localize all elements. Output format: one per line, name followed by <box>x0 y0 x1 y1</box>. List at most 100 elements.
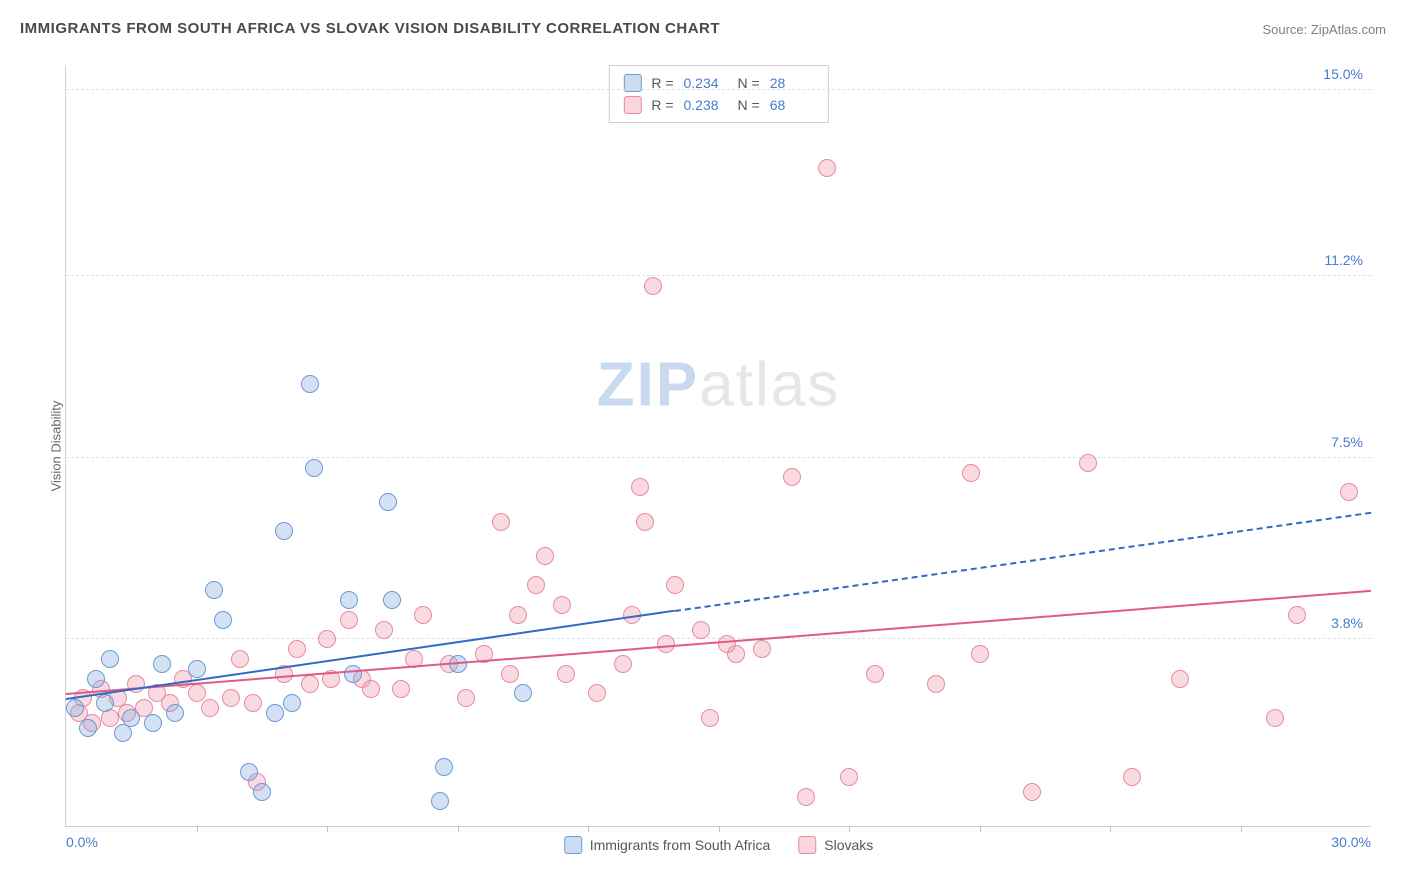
scatter-point-blue <box>514 684 532 702</box>
trend-line-blue-dashed <box>675 512 1371 612</box>
scatter-point-pink <box>340 611 358 629</box>
scatter-point-pink <box>414 606 432 624</box>
scatter-point-blue <box>340 591 358 609</box>
scatter-point-pink <box>231 650 249 668</box>
swatch-blue-icon <box>564 836 582 854</box>
stats-row-pink: R = 0.238 N = 68 <box>623 94 813 116</box>
n-value: 68 <box>770 97 814 113</box>
scatter-point-blue <box>301 375 319 393</box>
r-label: R = <box>651 97 673 113</box>
watermark-zip: ZIP <box>597 350 699 419</box>
scatter-point-pink <box>1171 670 1189 688</box>
scatter-point-blue <box>266 704 284 722</box>
chart-container: IMMIGRANTS FROM SOUTH AFRICA VS SLOVAK V… <box>20 20 1386 872</box>
n-label: N = <box>738 97 760 113</box>
x-tick <box>197 826 198 832</box>
scatter-point-blue <box>275 522 293 540</box>
scatter-point-pink <box>818 159 836 177</box>
scatter-point-blue <box>253 783 271 801</box>
series-item-pink: Slovaks <box>798 836 873 854</box>
scatter-point-pink <box>457 689 475 707</box>
scatter-point-blue <box>205 581 223 599</box>
scatter-point-pink <box>222 689 240 707</box>
scatter-point-blue <box>283 694 301 712</box>
scatter-point-pink <box>553 596 571 614</box>
scatter-point-blue <box>435 758 453 776</box>
x-tick <box>458 826 459 832</box>
scatter-point-blue <box>87 670 105 688</box>
scatter-point-blue <box>96 694 114 712</box>
scatter-point-pink <box>1288 606 1306 624</box>
x-tick <box>588 826 589 832</box>
swatch-pink-icon <box>798 836 816 854</box>
x-axis-end-label: 30.0% <box>1331 834 1371 850</box>
swatch-pink-icon <box>623 96 641 114</box>
scatter-point-pink <box>288 640 306 658</box>
scatter-point-blue <box>214 611 232 629</box>
x-tick <box>849 826 850 832</box>
y-tick-label: 15.0% <box>1323 66 1363 82</box>
scatter-point-blue <box>344 665 362 683</box>
scatter-point-blue <box>240 763 258 781</box>
watermark-atlas: atlas <box>699 350 840 419</box>
x-tick <box>327 826 328 832</box>
scatter-point-pink <box>509 606 527 624</box>
y-tick-label: 3.8% <box>1331 615 1363 631</box>
scatter-point-blue <box>153 655 171 673</box>
scatter-point-pink <box>692 621 710 639</box>
scatter-point-blue <box>431 792 449 810</box>
series-legend: Immigrants from South Africa Slovaks <box>564 836 874 854</box>
scatter-point-blue <box>144 714 162 732</box>
scatter-point-blue <box>305 459 323 477</box>
scatter-point-pink <box>1023 783 1041 801</box>
scatter-point-pink <box>1266 709 1284 727</box>
scatter-point-pink <box>492 513 510 531</box>
source-label: Source: ZipAtlas.com <box>1262 22 1386 37</box>
plot-area: Vision Disability ZIPatlas R = 0.234 N =… <box>65 65 1371 827</box>
series-label: Immigrants from South Africa <box>590 837 771 853</box>
series-item-blue: Immigrants from South Africa <box>564 836 771 854</box>
x-tick <box>980 826 981 832</box>
scatter-point-pink <box>1340 483 1358 501</box>
x-tick <box>719 826 720 832</box>
scatter-point-pink <box>557 665 575 683</box>
scatter-point-pink <box>1123 768 1141 786</box>
scatter-point-pink <box>927 675 945 693</box>
scatter-point-pink <box>188 684 206 702</box>
scatter-point-pink <box>840 768 858 786</box>
scatter-point-pink <box>783 468 801 486</box>
grid-line <box>66 457 1371 458</box>
scatter-point-pink <box>201 699 219 717</box>
series-label: Slovaks <box>824 837 873 853</box>
scatter-point-pink <box>636 513 654 531</box>
scatter-point-pink <box>501 665 519 683</box>
x-tick <box>1241 826 1242 832</box>
y-tick-label: 7.5% <box>1331 434 1363 450</box>
scatter-point-blue <box>379 493 397 511</box>
scatter-point-blue <box>66 699 84 717</box>
scatter-point-pink <box>536 547 554 565</box>
scatter-point-pink <box>527 576 545 594</box>
scatter-point-pink <box>244 694 262 712</box>
stats-row-blue: R = 0.234 N = 28 <box>623 72 813 94</box>
scatter-point-pink <box>644 277 662 295</box>
scatter-point-blue <box>188 660 206 678</box>
scatter-point-pink <box>318 630 336 648</box>
scatter-point-pink <box>971 645 989 663</box>
x-tick <box>1110 826 1111 832</box>
scatter-point-pink <box>962 464 980 482</box>
grid-line <box>66 275 1371 276</box>
x-axis-start-label: 0.0% <box>66 834 98 850</box>
scatter-point-pink <box>614 655 632 673</box>
grid-line <box>66 89 1371 90</box>
stats-legend: R = 0.234 N = 28 R = 0.238 N = 68 <box>608 65 828 123</box>
scatter-point-pink <box>301 675 319 693</box>
scatter-point-pink <box>866 665 884 683</box>
r-value: 0.238 <box>684 97 728 113</box>
scatter-point-pink <box>727 645 745 663</box>
scatter-point-blue <box>79 719 97 737</box>
scatter-point-pink <box>1079 454 1097 472</box>
y-tick-label: 11.2% <box>1324 252 1363 268</box>
scatter-point-blue <box>101 650 119 668</box>
scatter-point-pink <box>362 680 380 698</box>
